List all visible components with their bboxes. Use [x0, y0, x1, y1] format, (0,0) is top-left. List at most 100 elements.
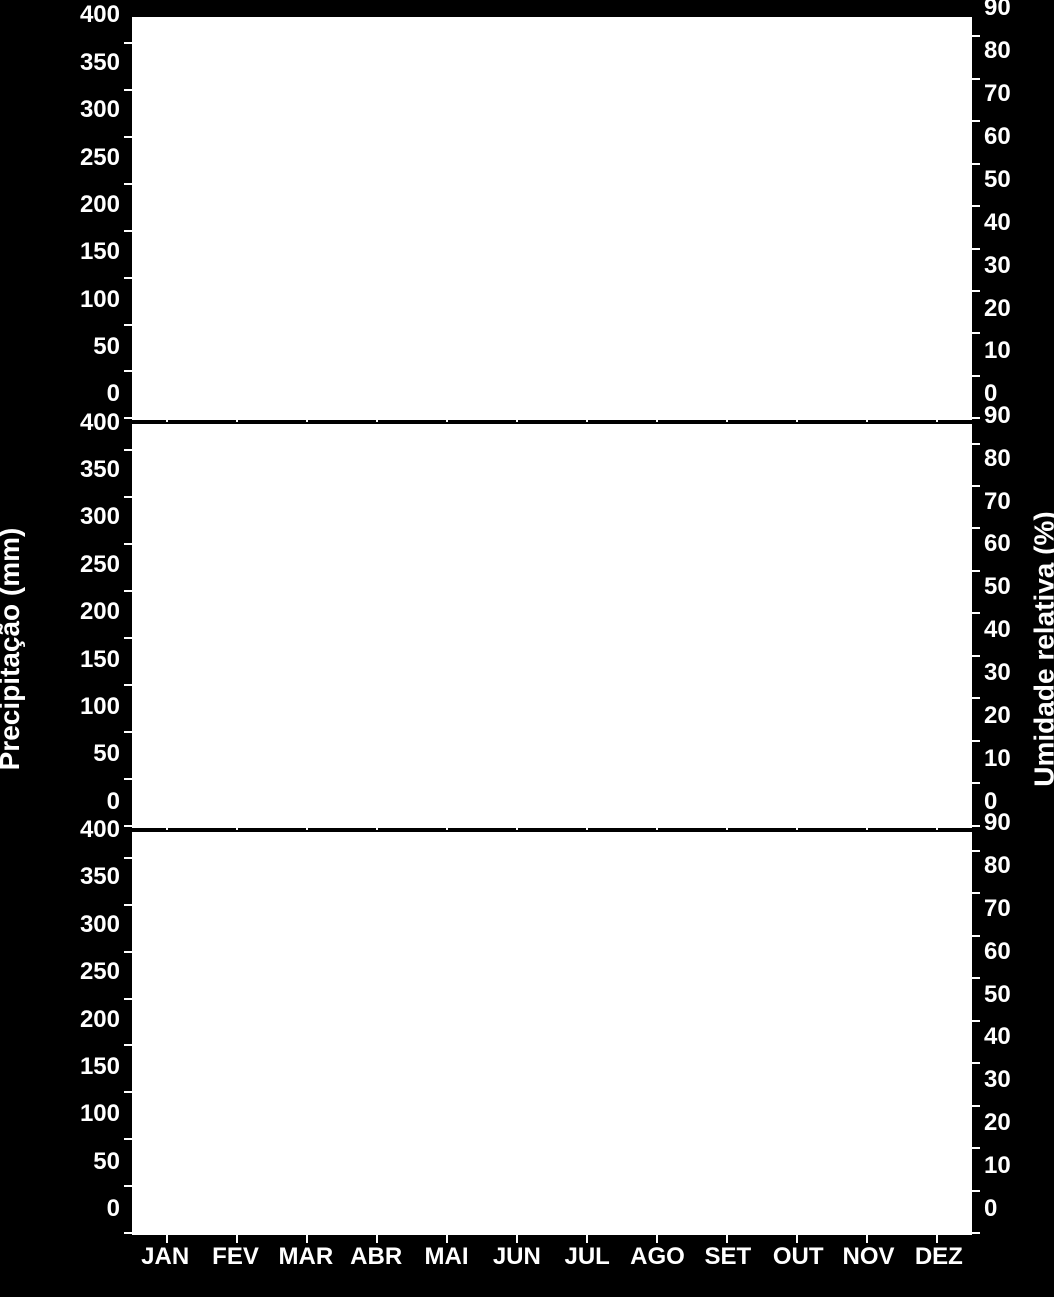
y-right-tick-label: 90	[984, 0, 1034, 22]
y-left-tick-label: 0	[50, 380, 120, 408]
y-right-tickmark	[972, 290, 980, 292]
y-right-tick-label: 80	[984, 445, 1034, 473]
y-left-tickmark	[124, 496, 132, 498]
y-left-tickmark	[124, 230, 132, 232]
x-tickmark	[236, 1235, 238, 1243]
y-left-tickmark	[124, 637, 132, 639]
y-left-tickmark	[124, 684, 132, 686]
y-left-tickmark	[124, 778, 132, 780]
y-right-tick-label: 30	[984, 659, 1034, 687]
y-right-tickmark	[972, 120, 980, 122]
y-right-tick-label: 70	[984, 895, 1034, 923]
y-right-tick-label: 20	[984, 295, 1034, 323]
y-right-tick-label: 60	[984, 530, 1034, 558]
y-left-tickmark	[124, 1138, 132, 1140]
y-right-tick-label: 0	[984, 1195, 1034, 1223]
y-right-tickmark	[972, 935, 980, 937]
y-right-tick-label: 10	[984, 745, 1034, 773]
y-right-tick-label: 80	[984, 37, 1034, 65]
x-tickmark	[866, 1235, 868, 1243]
x-tick-label: DEZ	[915, 1243, 963, 1271]
y-left-tick-label: 0	[50, 788, 120, 816]
x-tickmark	[586, 1235, 588, 1243]
y-left-tick-label: 300	[50, 96, 120, 124]
y-left-tick-label: 200	[50, 1006, 120, 1034]
y-right-tick-label: 50	[984, 573, 1034, 601]
y-right-tickmark	[972, 78, 980, 80]
x-tick-label: OUT	[773, 1243, 824, 1271]
y-left-tickmark	[124, 543, 132, 545]
y-right-tickmark	[972, 850, 980, 852]
y-left-tickmark	[124, 277, 132, 279]
plot-area	[130, 830, 974, 1237]
y-left-tickmark	[124, 1185, 132, 1187]
y-left-tickmark	[124, 825, 132, 827]
y-left-tick-label: 350	[50, 49, 120, 77]
y-right-tickmark	[972, 1105, 980, 1107]
x-tickmark	[726, 1235, 728, 1243]
y-left-tickmark	[124, 42, 132, 44]
panels-container: 0501001502002503003504000102030405060708…	[130, 15, 974, 1237]
x-tickmark	[166, 1235, 168, 1243]
y-left-tick-label: 200	[50, 598, 120, 626]
y-right-tick-label: 50	[984, 166, 1034, 194]
x-tick-label: MAI	[425, 1243, 469, 1271]
y-right-tick-label: 60	[984, 938, 1034, 966]
y-left-tick-label: 50	[50, 333, 120, 361]
y-left-tick-label: 150	[50, 238, 120, 266]
y-right-tick-label: 70	[984, 488, 1034, 516]
x-tickmark	[936, 1235, 938, 1243]
plot-area	[130, 15, 974, 422]
chart-panel-2: 0501001502002503003504000102030405060708…	[130, 422, 974, 829]
x-tickmark	[656, 1235, 658, 1243]
y-left-tick-label: 350	[50, 456, 120, 484]
y-left-tickmark	[124, 1091, 132, 1093]
y-right-tick-label: 20	[984, 702, 1034, 730]
y-right-tickmark	[972, 825, 980, 827]
y-right-tick-label: 40	[984, 209, 1034, 237]
y-left-tickmark	[124, 590, 132, 592]
y-right-tick-label: 90	[984, 809, 1034, 837]
y-left-tick-label: 150	[50, 1053, 120, 1081]
y-right-tick-label: 70	[984, 80, 1034, 108]
x-tick-label: AGO	[630, 1243, 685, 1271]
y-left-tickmark	[124, 89, 132, 91]
climate-figure: Precipitação (mm) Umidade relativa (%) 0…	[0, 0, 1054, 1297]
y-left-tickmark	[124, 998, 132, 1000]
y-left-tick-label: 400	[50, 409, 120, 437]
y-left-tick-label: 250	[50, 551, 120, 579]
y-right-tickmark	[972, 332, 980, 334]
y-right-tick-label: 50	[984, 981, 1034, 1009]
y-left-tickmark	[124, 417, 132, 419]
y-left-tickmark	[124, 1044, 132, 1046]
y-right-tickmark	[972, 1147, 980, 1149]
y-left-tick-label: 400	[50, 816, 120, 844]
y-right-tickmark	[972, 375, 980, 377]
y-left-tick-label: 300	[50, 503, 120, 531]
y-left-tickmark	[124, 904, 132, 906]
y-right-tick-label: 10	[984, 337, 1034, 365]
y-left-tickmark	[124, 183, 132, 185]
y-right-tickmark	[972, 570, 980, 572]
y-left-tickmark	[124, 324, 132, 326]
y-left-axis-title: Precipitação (mm)	[0, 527, 26, 770]
y-left-tick-label: 100	[50, 286, 120, 314]
y-left-tickmark	[124, 951, 132, 953]
y-left-tick-label: 300	[50, 911, 120, 939]
y-right-tick-label: 40	[984, 1023, 1034, 1051]
y-right-tickmark	[972, 1232, 980, 1234]
y-left-tick-label: 400	[50, 1, 120, 29]
y-right-tickmark	[972, 35, 980, 37]
y-right-tickmark	[972, 782, 980, 784]
y-right-tickmark	[972, 977, 980, 979]
y-right-tickmark	[972, 655, 980, 657]
y-left-tickmark	[124, 370, 132, 372]
y-right-tickmark	[972, 1190, 980, 1192]
y-right-tick-label: 10	[984, 1152, 1034, 1180]
y-left-tickmark	[124, 857, 132, 859]
y-right-tick-label: 40	[984, 616, 1034, 644]
y-right-tickmark	[972, 527, 980, 529]
y-left-tick-label: 100	[50, 693, 120, 721]
y-right-tick-label: 60	[984, 123, 1034, 151]
x-tickmark	[446, 1235, 448, 1243]
